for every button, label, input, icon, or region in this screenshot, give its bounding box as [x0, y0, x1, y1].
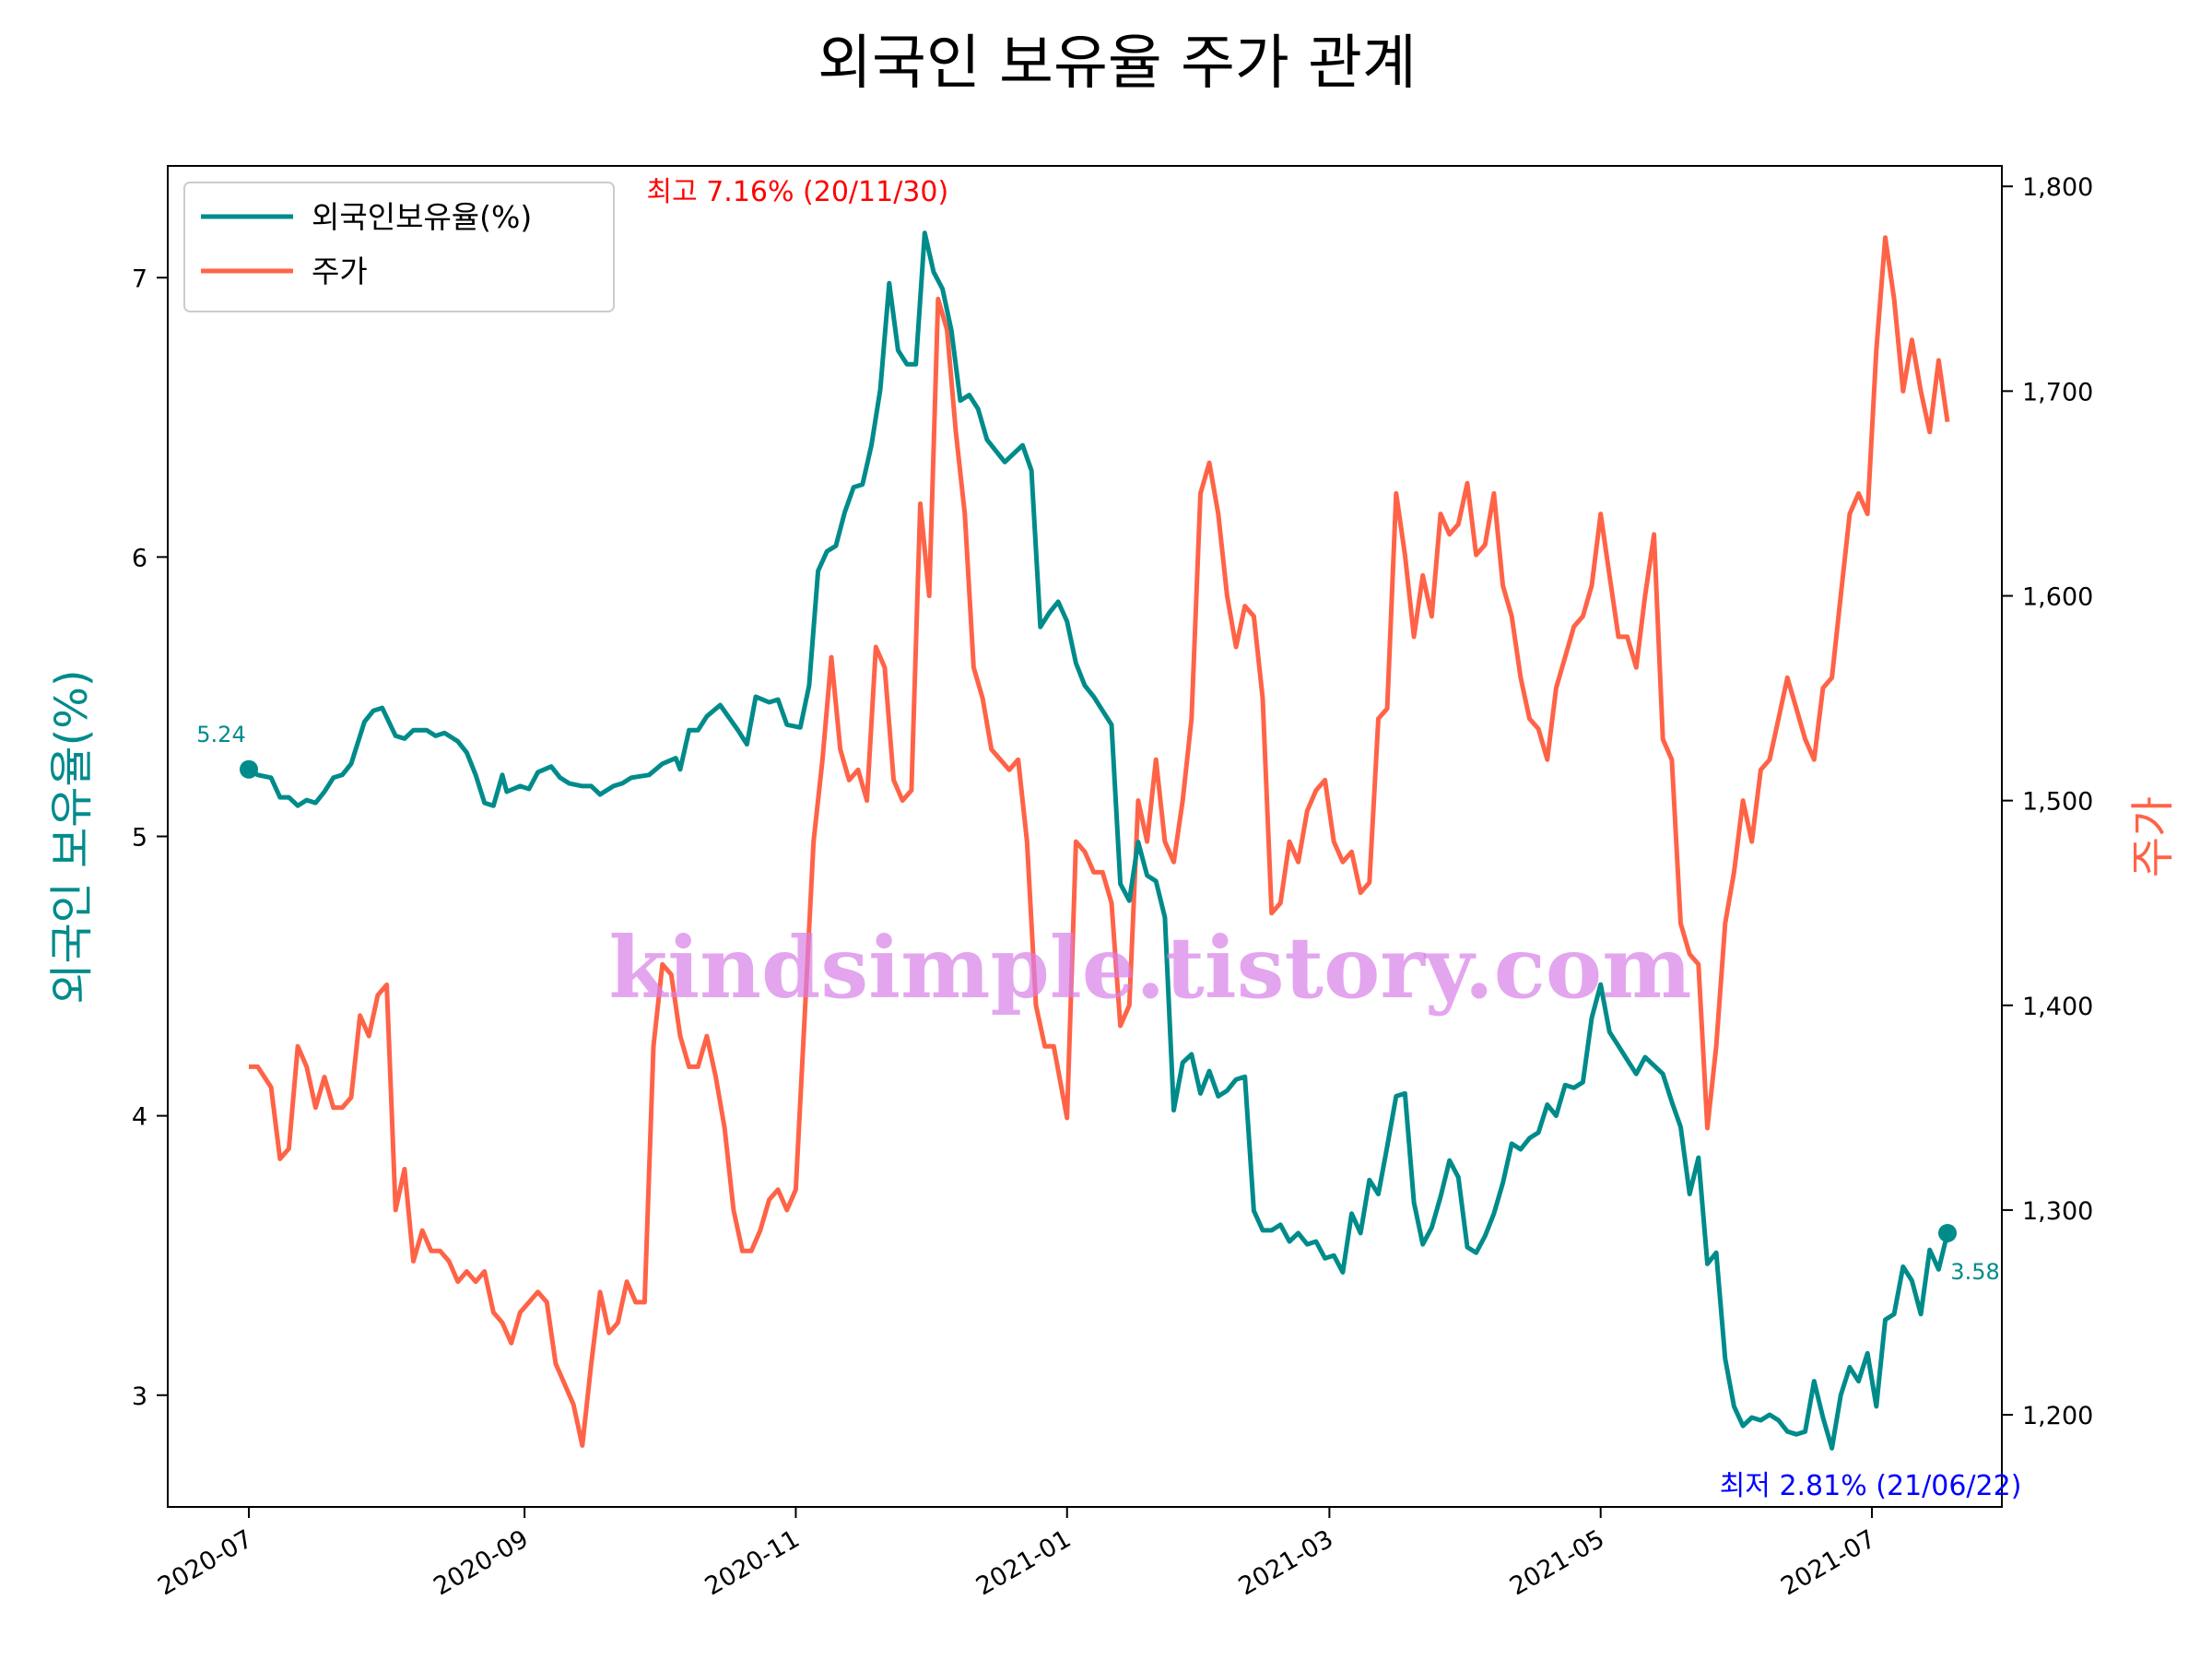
x-tick-label: 2020-07: [153, 1524, 257, 1601]
end-value-label: 3.58: [1950, 1259, 1999, 1285]
watermark: kindsimple.tistory.com: [608, 918, 1691, 1018]
start-point-marker: [240, 759, 258, 779]
min-annotation: 최저 2.81% (21/06/22): [1720, 1470, 2022, 1502]
y-left-tick-label: 7: [132, 265, 147, 293]
chart-title: 외국인 보유율 주가 관계: [818, 29, 1417, 98]
x-tick-label: 2021-05: [1505, 1524, 1609, 1601]
legend-label-price: 주가: [312, 253, 368, 289]
y-axis-left: 3 4 5 6 7: [132, 265, 168, 1411]
series-layer: [247, 230, 1950, 1451]
x-axis: 2020-07 2020-09 2020-11 2021-01 2021-03 2021-…: [153, 1507, 1881, 1601]
plot-area: [167, 165, 2003, 1508]
y-axis-right: 1,200 1,300 1,400 1,500 1,600 1,700 1,800: [2002, 173, 2093, 1430]
y-left-tick-label: 5: [132, 824, 147, 853]
x-tick-label: 2021-01: [971, 1524, 1076, 1601]
y-axis-left-title: 외국인 보유율(%): [46, 669, 98, 1004]
foreign-ownership-line: [247, 230, 1950, 1451]
legend-label-ownership: 외국인보유율(%): [312, 199, 532, 235]
y-left-tick-label: 4: [132, 1103, 147, 1132]
x-tick-label: 2021-03: [1234, 1524, 1338, 1601]
x-tick-label: 2020-09: [429, 1524, 533, 1601]
legend: 외국인보유율(%) 주가: [183, 182, 615, 312]
x-tick-label: 2020-11: [700, 1524, 805, 1601]
y-left-tick-label: 6: [132, 544, 147, 572]
y-right-tick-label: 1,300: [2022, 1197, 2093, 1226]
y-right-tick-label: 1,700: [2022, 378, 2093, 406]
stock-price-line: [249, 235, 1950, 1448]
y-left-tick-label: 3: [132, 1382, 147, 1411]
max-annotation: 최고 7.16% (20/11/30): [646, 176, 948, 208]
y-right-tick-label: 1,400: [2022, 993, 2093, 1021]
y-right-tick-label: 1,600: [2022, 582, 2093, 611]
x-tick-label: 2021-07: [1776, 1524, 1880, 1601]
end-point-marker: [1938, 1223, 1958, 1242]
start-value-label: 5.24: [196, 722, 245, 747]
y-right-tick-label: 1,500: [2022, 788, 2093, 817]
y-axis-right-title: 주가: [2127, 796, 2179, 877]
y-right-tick-label: 1,800: [2022, 173, 2093, 202]
y-right-tick-label: 1,200: [2022, 1402, 2093, 1430]
